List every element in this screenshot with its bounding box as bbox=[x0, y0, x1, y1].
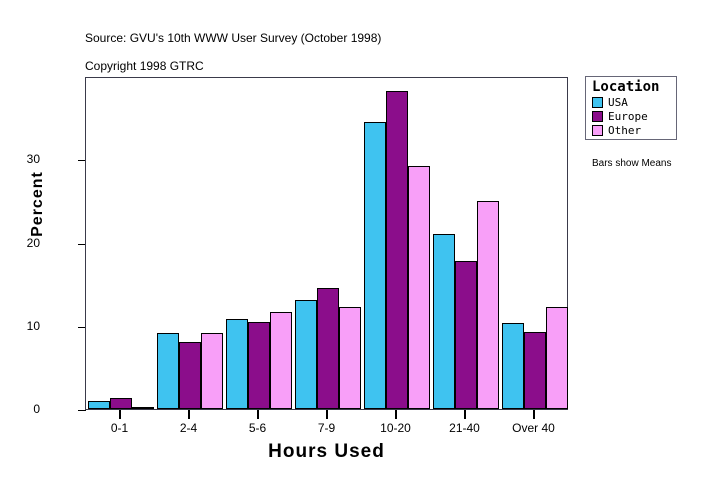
y-axis-tick: 0 bbox=[0, 402, 86, 416]
bar bbox=[316, 288, 339, 409]
legend-note: Bars show Means bbox=[592, 158, 672, 169]
bar bbox=[432, 234, 455, 409]
x-axis-tick-mark bbox=[325, 410, 328, 419]
legend-item-label: Europe bbox=[608, 110, 648, 123]
bar bbox=[338, 307, 361, 409]
bar bbox=[545, 307, 568, 409]
legend-item: USA bbox=[592, 96, 671, 109]
x-axis-tick-label: 21-40 bbox=[449, 421, 480, 435]
bar bbox=[225, 319, 248, 409]
bar bbox=[523, 332, 546, 409]
y-axis-tick-label: 10 bbox=[26, 318, 40, 333]
x-axis-tick-label: 7-9 bbox=[317, 421, 336, 435]
bar bbox=[476, 200, 499, 409]
legend: Location USA Europe Other bbox=[585, 76, 677, 140]
bar bbox=[407, 165, 430, 409]
legend-item: Other bbox=[592, 124, 671, 137]
legend-title: Location bbox=[592, 79, 660, 95]
x-axis-tick-label: 10-20 bbox=[380, 421, 411, 435]
y-axis-tick: 10 bbox=[0, 319, 86, 333]
copyright-credit: Copyright 1998 GTRC bbox=[85, 59, 204, 73]
x-axis-tick-label: 5-6 bbox=[248, 421, 267, 435]
bar bbox=[294, 299, 317, 409]
x-axis-tick-mark bbox=[532, 410, 535, 419]
bar bbox=[501, 323, 524, 409]
legend-items: USA Europe Other bbox=[592, 96, 671, 137]
bar bbox=[363, 121, 386, 409]
bar bbox=[247, 321, 270, 409]
legend-item-label: Other bbox=[608, 124, 642, 137]
bar bbox=[269, 312, 292, 409]
y-axis-tick: 20 bbox=[0, 236, 86, 250]
x-axis-tick-mark bbox=[118, 410, 121, 419]
bar bbox=[109, 398, 132, 409]
y-axis-tick: 30 bbox=[0, 152, 86, 166]
legend-color-swatch bbox=[592, 125, 603, 136]
bar bbox=[178, 341, 201, 409]
x-axis-title: Hours Used bbox=[268, 441, 385, 462]
bars-container bbox=[86, 78, 568, 409]
legend-color-swatch bbox=[592, 97, 603, 108]
x-axis-tick-mark bbox=[463, 410, 466, 419]
bar bbox=[131, 406, 154, 409]
x-axis-tick-mark bbox=[256, 410, 259, 419]
x-axis-tick-mark bbox=[187, 410, 190, 419]
source-credit: Source: GVU's 10th WWW User Survey (Octo… bbox=[85, 31, 382, 45]
y-axis-tick-label: 20 bbox=[26, 235, 40, 250]
bar bbox=[200, 333, 223, 409]
legend-item: Europe bbox=[592, 110, 671, 123]
y-axis-tick-label: 0 bbox=[33, 402, 40, 416]
bar bbox=[454, 260, 477, 409]
plot-area bbox=[85, 77, 568, 410]
bar bbox=[385, 91, 408, 409]
x-axis-tick-label: Over 40 bbox=[512, 421, 555, 435]
y-axis-tick-mark bbox=[78, 160, 86, 162]
legend-item-label: USA bbox=[608, 96, 628, 109]
x-axis-tick-mark bbox=[394, 410, 397, 419]
y-axis-tick-label: 30 bbox=[26, 152, 40, 167]
y-axis-tick-mark bbox=[78, 410, 86, 411]
legend-color-swatch bbox=[592, 111, 603, 122]
x-axis-tick-label: 0-1 bbox=[110, 421, 129, 435]
bar bbox=[156, 333, 179, 409]
bar bbox=[87, 400, 110, 409]
x-axis-tick-label: 2-4 bbox=[179, 421, 198, 435]
y-axis-tick-mark bbox=[78, 326, 86, 328]
y-axis-tick-mark bbox=[78, 243, 86, 245]
